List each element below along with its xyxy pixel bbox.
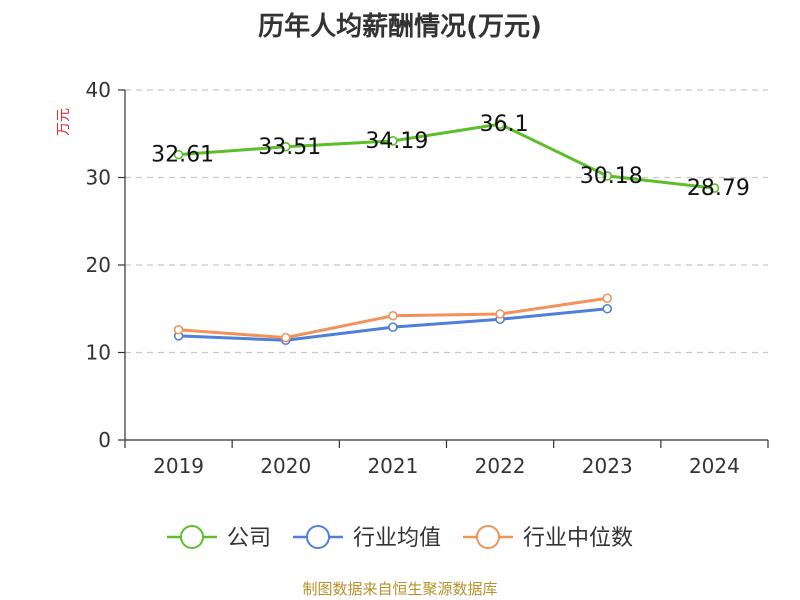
legend-item-0: 公司 xyxy=(166,525,271,551)
x-tick-label: 2024 xyxy=(689,454,740,478)
data-label: 34.19 xyxy=(365,129,428,154)
chart-title: 历年人均薪酬情况(万元) xyxy=(258,12,542,42)
x-tick-label: 2020 xyxy=(260,454,311,478)
data-label: 32.61 xyxy=(151,143,214,168)
data-point xyxy=(280,141,291,152)
legend-item-1: 行业均值 xyxy=(292,525,441,551)
data-point xyxy=(709,183,720,193)
data-label: 36.1 xyxy=(480,112,529,137)
y-tick-label: 40 xyxy=(86,78,111,102)
data-label: 30.18 xyxy=(580,164,643,189)
y-tick-label: 20 xyxy=(86,253,111,277)
legend-item-2: 行业中位数 xyxy=(463,525,633,551)
data-point xyxy=(388,322,398,332)
data-label: 33.51 xyxy=(258,135,321,160)
data-point xyxy=(602,171,613,181)
data-point xyxy=(173,324,184,335)
data-point xyxy=(388,310,398,321)
y-tick-label: 10 xyxy=(86,341,111,365)
data-point xyxy=(602,303,613,314)
x-tick-label: 2023 xyxy=(582,454,633,478)
data-point xyxy=(173,149,184,160)
legend-label: 行业中位数 xyxy=(523,526,633,551)
y-axis-label: 万元 xyxy=(56,108,72,136)
axes: 0 10 20 30 40 2019 2020 2021 2022 2023 2024 xyxy=(86,78,769,478)
legend: 公司 行业均值 行业中位数 xyxy=(166,525,633,551)
data-point xyxy=(280,332,291,343)
legend-marker xyxy=(476,525,501,549)
data-point xyxy=(388,136,398,146)
legend-marker xyxy=(179,525,204,549)
legend-label: 公司 xyxy=(227,526,271,551)
source-note: 制图数据来自恒生聚源数据库 xyxy=(302,580,498,598)
series xyxy=(173,119,720,346)
data-point xyxy=(495,309,505,319)
data-point xyxy=(602,293,613,304)
data-labels: 32.61 33.51 34.19 36.1 30.18 28.79 xyxy=(151,112,750,201)
x-tick-label: 2022 xyxy=(475,454,526,478)
data-point xyxy=(495,119,505,129)
series-line-0 xyxy=(178,122,715,190)
y-tick-label: 0 xyxy=(98,428,111,452)
x-tick-label: 2019 xyxy=(153,454,204,478)
x-tick-label: 2021 xyxy=(367,454,418,478)
grid-lines xyxy=(125,89,768,354)
y-tick-label: 30 xyxy=(86,166,111,190)
legend-marker xyxy=(305,525,330,549)
legend-label: 行业均值 xyxy=(353,526,441,551)
data-label: 28.79 xyxy=(687,176,750,201)
